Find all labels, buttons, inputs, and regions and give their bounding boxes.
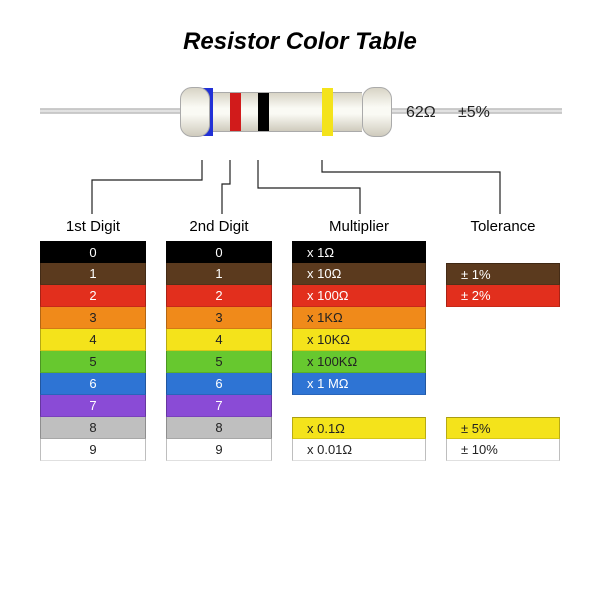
cell-digit2-orange: 3 bbox=[166, 307, 272, 329]
resistor-lead-left bbox=[40, 108, 180, 114]
resistor-body bbox=[180, 87, 392, 137]
resistor-band-4 bbox=[322, 88, 333, 136]
spacer bbox=[446, 307, 560, 329]
cell-multiplier-blue: x 1 MΩ bbox=[292, 373, 426, 395]
header-multiplier: Multiplier bbox=[292, 218, 426, 235]
resistor-value: 62Ω bbox=[406, 104, 436, 121]
cell-tolerance-red: ± 2% bbox=[446, 285, 560, 307]
resistor-midbody bbox=[210, 92, 362, 132]
connector-line-2 bbox=[222, 160, 230, 214]
cell-tolerance-yellow: ± 5% bbox=[446, 417, 560, 439]
column-tolerance: ± 1%± 2% ± 5%± 10% bbox=[446, 241, 560, 461]
cell-digit1-green: 5 bbox=[40, 351, 146, 373]
cell-digit1-grey: 8 bbox=[40, 417, 146, 439]
cell-multiplier-green: x 100KΩ bbox=[292, 351, 426, 373]
header-digit2: 2nd Digit bbox=[166, 218, 272, 235]
cell-digit1-orange: 3 bbox=[40, 307, 146, 329]
resistor-endcap-right bbox=[362, 87, 392, 137]
cell-multiplier-black: x 1Ω bbox=[292, 241, 426, 263]
page-title: Resistor Color Table bbox=[0, 0, 600, 56]
cell-digit2-white: 9 bbox=[166, 439, 272, 461]
spacer bbox=[446, 373, 560, 395]
column-digit2: 0123456789 bbox=[166, 241, 272, 461]
cell-multiplier-orange: x 1KΩ bbox=[292, 307, 426, 329]
cell-digit1-yellow: 4 bbox=[40, 329, 146, 351]
cell-multiplier-white: x 0.01Ω bbox=[292, 439, 426, 461]
cell-digit2-red: 2 bbox=[166, 285, 272, 307]
connector-lines bbox=[0, 160, 600, 218]
cell-multiplier-brown: x 10Ω bbox=[292, 263, 426, 285]
cell-digit2-black: 0 bbox=[166, 241, 272, 263]
cell-tolerance-white: ± 10% bbox=[446, 439, 560, 461]
cell-digit2-brown: 1 bbox=[166, 263, 272, 285]
header-tolerance: Tolerance bbox=[446, 218, 560, 235]
cell-digit1-violet: 7 bbox=[40, 395, 146, 417]
cell-digit1-black: 0 bbox=[40, 241, 146, 263]
spacer bbox=[292, 395, 426, 417]
cell-digit1-blue: 6 bbox=[40, 373, 146, 395]
spacer bbox=[446, 351, 560, 373]
cell-digit1-brown: 1 bbox=[40, 263, 146, 285]
column-digit1: 0123456789 bbox=[40, 241, 146, 461]
connector-line-1 bbox=[92, 160, 202, 214]
cell-digit1-red: 2 bbox=[40, 285, 146, 307]
cell-digit2-blue: 6 bbox=[166, 373, 272, 395]
resistor-band-2 bbox=[230, 93, 241, 131]
resistor-band-3 bbox=[258, 93, 269, 131]
spacer bbox=[446, 395, 560, 417]
resistor-tolerance: ±5% bbox=[458, 104, 490, 121]
connector-line-4 bbox=[322, 160, 500, 214]
cell-digit1-white: 9 bbox=[40, 439, 146, 461]
resistor-diagram: 62Ω ±5% bbox=[0, 70, 600, 160]
cell-digit2-violet: 7 bbox=[166, 395, 272, 417]
column-multiplier: x 1Ωx 10Ωx 100Ωx 1KΩx 10KΩx 100KΩx 1 MΩ x… bbox=[292, 241, 426, 461]
cell-multiplier-red: x 100Ω bbox=[292, 285, 426, 307]
cell-tolerance-brown: ± 1% bbox=[446, 263, 560, 285]
color-tables: 01234567890123456789x 1Ωx 10Ωx 100Ωx 1KΩ… bbox=[0, 235, 600, 461]
spacer bbox=[446, 241, 560, 263]
spacer bbox=[446, 329, 560, 351]
cell-multiplier-yellow: x 10KΩ bbox=[292, 329, 426, 351]
connector-line-3 bbox=[258, 160, 360, 214]
cell-digit2-green: 5 bbox=[166, 351, 272, 373]
column-headers: 1st Digit 2nd Digit Multiplier Tolerance bbox=[0, 218, 600, 235]
cell-multiplier-yellow: x 0.1Ω bbox=[292, 417, 426, 439]
resistor-value-label: 62Ω ±5% bbox=[406, 104, 490, 122]
cell-digit2-yellow: 4 bbox=[166, 329, 272, 351]
header-digit1: 1st Digit bbox=[40, 218, 146, 235]
resistor-endcap-left bbox=[180, 87, 210, 137]
cell-digit2-grey: 8 bbox=[166, 417, 272, 439]
